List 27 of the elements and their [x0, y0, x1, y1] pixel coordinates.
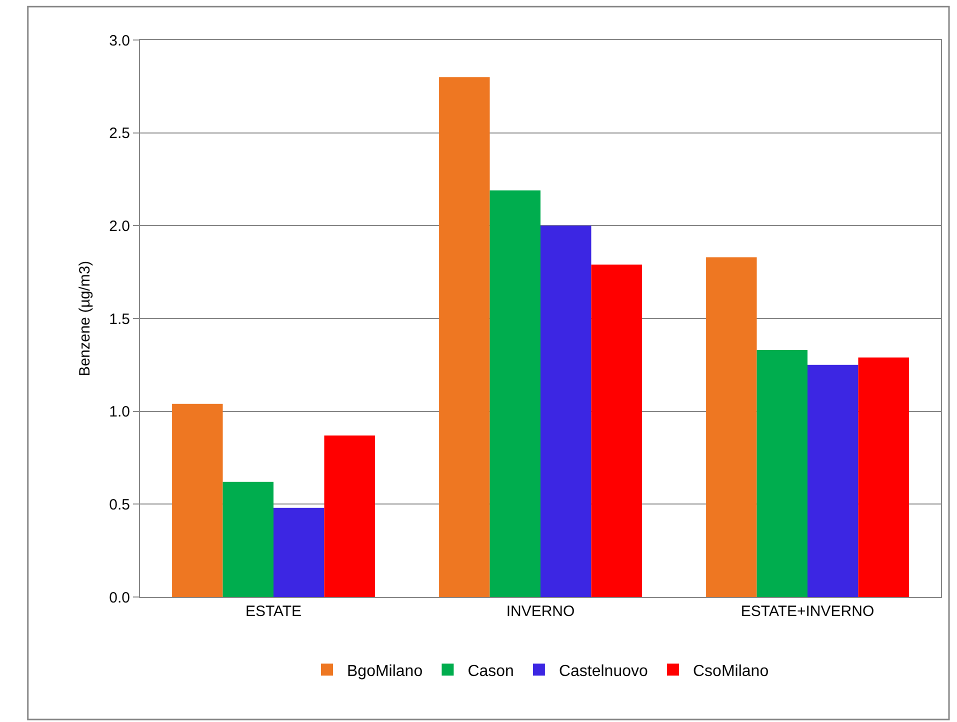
- bar: [274, 508, 324, 597]
- legend-label: CsoMilano: [693, 662, 769, 680]
- y-tick-label: 3.0: [109, 32, 130, 50]
- bar: [706, 257, 757, 597]
- bar: [439, 77, 490, 597]
- legend-label: Cason: [468, 662, 514, 680]
- bar: [858, 357, 909, 597]
- bar: [540, 226, 592, 597]
- x-tick-label: ESTATE+INVERNO: [740, 603, 874, 620]
- bar: [591, 264, 642, 597]
- y-tick-label: 2.5: [109, 125, 130, 142]
- y-axis-title: Benzene (µg/m3): [76, 260, 94, 376]
- y-tick-label: 1.0: [109, 404, 130, 421]
- y-tick-label: 0.0: [109, 589, 130, 606]
- legend-label: Castelnuovo: [558, 662, 648, 680]
- bar: [324, 435, 375, 597]
- y-tick-label: 0.5: [109, 496, 130, 514]
- bar: [490, 190, 540, 597]
- bar: [756, 350, 808, 597]
- legend-label: BgoMilano: [347, 662, 423, 680]
- y-tick-label: 2.0: [109, 218, 130, 235]
- x-tick-label: ESTATE: [245, 603, 302, 620]
- bar: [222, 482, 274, 597]
- bar: [808, 364, 858, 597]
- y-tick-label: 1.5: [109, 310, 130, 328]
- x-tick-label: INVERNO: [506, 603, 575, 620]
- bar: [172, 404, 223, 597]
